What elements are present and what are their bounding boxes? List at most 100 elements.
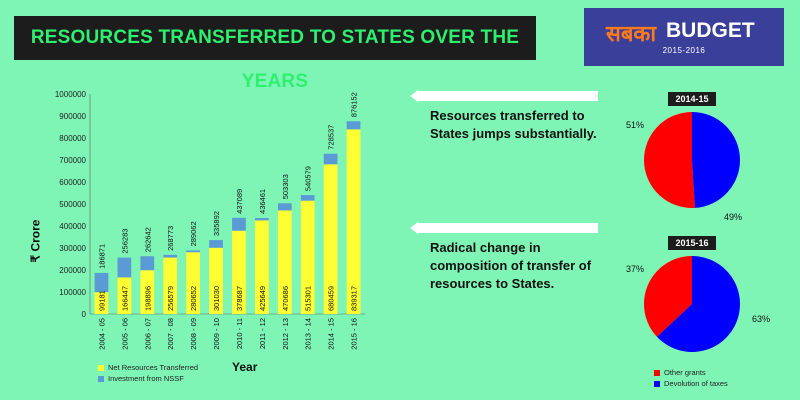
pie-title-2014-15: 2014-15 <box>668 92 716 106</box>
bar-nssf <box>346 121 361 130</box>
callout-text-1: Resources transferred to States jumps su… <box>430 108 597 141</box>
bar-total-label: 436461 <box>258 189 267 214</box>
bar-value-label-net: 839317 <box>350 286 359 311</box>
bar-value-label-net: 515301 <box>304 286 313 311</box>
bar-total-label: 289062 <box>189 221 198 246</box>
pie-slice <box>644 256 692 337</box>
bar-nssf <box>186 250 200 253</box>
x-tick-label: 2006 - 07 <box>143 318 152 350</box>
bar-value-label-net: 425649 <box>258 286 267 311</box>
bar-net-resources <box>277 210 292 314</box>
pie-label-devolution-2015-16: 63% <box>752 314 771 324</box>
pie-label-devolution-2014-15: 49% <box>724 212 743 222</box>
pie-legend-label-other: Other grants <box>664 368 706 377</box>
bar-total-label: 876152 <box>350 92 359 117</box>
pie-legend-item-devolution: Devolution of taxes <box>654 378 728 389</box>
bar-net-resources <box>323 164 338 314</box>
bar-net-resources <box>94 292 109 314</box>
y-tick-label: 900000 <box>59 112 86 121</box>
legend-item-net: Net Resources Transferred <box>98 362 198 373</box>
bar-nssf <box>232 217 246 231</box>
bar-net-resources <box>186 252 200 314</box>
x-tick-label: 2004 - 05 <box>97 318 106 350</box>
legend-label-net: Net Resources Transferred <box>108 363 199 372</box>
bar-net-resources <box>117 277 132 314</box>
legend-item-nssf: Investment from NSSF <box>98 373 198 384</box>
x-tick-label: 2011 - 12 <box>258 318 267 349</box>
y-tick-label: 200000 <box>59 266 86 275</box>
bar-total-label: 268773 <box>166 226 175 251</box>
bar-total-label: 335892 <box>212 211 221 236</box>
pie-title-2015-16: 2015-16 <box>668 236 716 250</box>
pie-legend-swatch-other <box>654 369 660 376</box>
legend-swatch-net <box>98 364 104 371</box>
bar-nssf <box>209 240 223 248</box>
pie-label-other-2015-16: 37% <box>626 264 645 274</box>
bar-nssf <box>94 272 109 293</box>
y-tick-label: 300000 <box>59 244 86 253</box>
logo-year: 2015-2016 <box>662 46 706 55</box>
title-banner: RESOURCES TRANSFERRED TO STATES OVER THE… <box>14 16 536 92</box>
y-tick-label: 500000 <box>59 200 86 209</box>
y-tick-label: 400000 <box>59 222 86 231</box>
pie-slice <box>644 112 696 208</box>
logo-hindi-text: सबका <box>606 22 657 47</box>
pie-legend-item-other: Other grants <box>654 367 728 378</box>
x-tick-label: 2015 - 16 <box>350 318 359 350</box>
bar-net-resources <box>140 270 155 314</box>
bar-total-label: 503303 <box>281 174 290 199</box>
bar-net-resources <box>300 200 315 314</box>
bar-total-label: 186871 <box>97 244 106 269</box>
bar-value-label-net: 166447 <box>120 286 129 311</box>
x-tick-label: 2013 - 14 <box>304 318 313 350</box>
y-tick-label: 0 <box>82 310 87 319</box>
x-tick-label: 2007 - 08 <box>166 318 175 350</box>
bar-total-label: 256283 <box>120 229 129 254</box>
callout-bar <box>418 91 598 101</box>
x-tick-label: 2010 - 11 <box>235 318 244 349</box>
bar-legend: Net Resources Transferred Investment fro… <box>98 362 198 384</box>
y-tick-label: 100000 <box>59 288 86 297</box>
bar-net-resources <box>346 129 361 314</box>
bar-nssf <box>163 254 178 258</box>
x-tick-label: 2005 - 06 <box>120 318 129 350</box>
pie-legend: Other grants Devolution of taxes <box>654 367 728 389</box>
pie-svg-2015-16 <box>644 256 740 352</box>
bar-nssf <box>277 203 292 211</box>
legend-swatch-nssf <box>98 375 104 382</box>
pie-legend-swatch-devolution <box>654 380 660 387</box>
x-tick-label: 2014 - 15 <box>327 318 336 350</box>
bar-nssf <box>255 217 269 221</box>
x-tick-label: 2012 - 13 <box>281 318 290 350</box>
bar-total-label: 437089 <box>235 189 244 214</box>
pie-chart-2015-16: 2015-16 37% 63% <box>626 236 770 376</box>
bar-total-label: 540579 <box>304 166 313 191</box>
bar-chart-svg: 0 100000 200000 300000 400000 500000 600000 700… <box>55 90 365 350</box>
callout-text-2: Radical change in composition of transfe… <box>430 240 592 291</box>
callout-arrow-icon <box>410 90 418 102</box>
bar-nssf <box>117 257 132 278</box>
bar-nssf <box>300 195 315 201</box>
y-tick-label: 600000 <box>59 178 86 187</box>
header: RESOURCES TRANSFERRED TO STATES OVER THE… <box>0 0 800 92</box>
bar-value-label-net: 198896 <box>143 286 152 311</box>
bar-value-label-net: 470686 <box>281 286 290 311</box>
y-tick-label: 1000000 <box>55 90 87 99</box>
bar-value-label-net: 99181 <box>97 290 106 311</box>
bar-value-label-net: 680459 <box>327 286 336 311</box>
bar-net-resources <box>163 257 178 314</box>
bar-value-label-net: 301030 <box>212 286 221 311</box>
y-tick-label: 800000 <box>59 134 86 143</box>
logo-budget-text: BUDGET <box>666 19 755 42</box>
legend-label-nssf: Investment from NSSF <box>108 374 184 383</box>
bar-net-resources <box>209 247 223 314</box>
budget-logo: सबका BUDGET 2015-2016 <box>584 8 784 66</box>
x-tick-label: 2009 - 10 <box>212 318 221 350</box>
pie-slice <box>657 256 740 352</box>
pie-chart-2014-15: 2014-15 51% 49% <box>626 92 760 232</box>
bar-net-resources <box>232 230 246 314</box>
y-tick-label: 700000 <box>59 156 86 165</box>
bar-total-label: 262642 <box>143 227 152 252</box>
pie-slice <box>692 112 740 208</box>
bar-chart: ₹ Crore 0 100000 200000 300000 400000 500000 6… <box>20 84 420 394</box>
